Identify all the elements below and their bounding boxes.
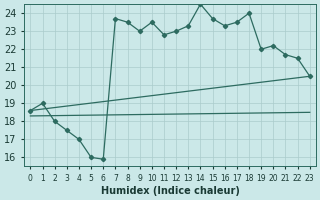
X-axis label: Humidex (Indice chaleur): Humidex (Indice chaleur) xyxy=(100,186,239,196)
